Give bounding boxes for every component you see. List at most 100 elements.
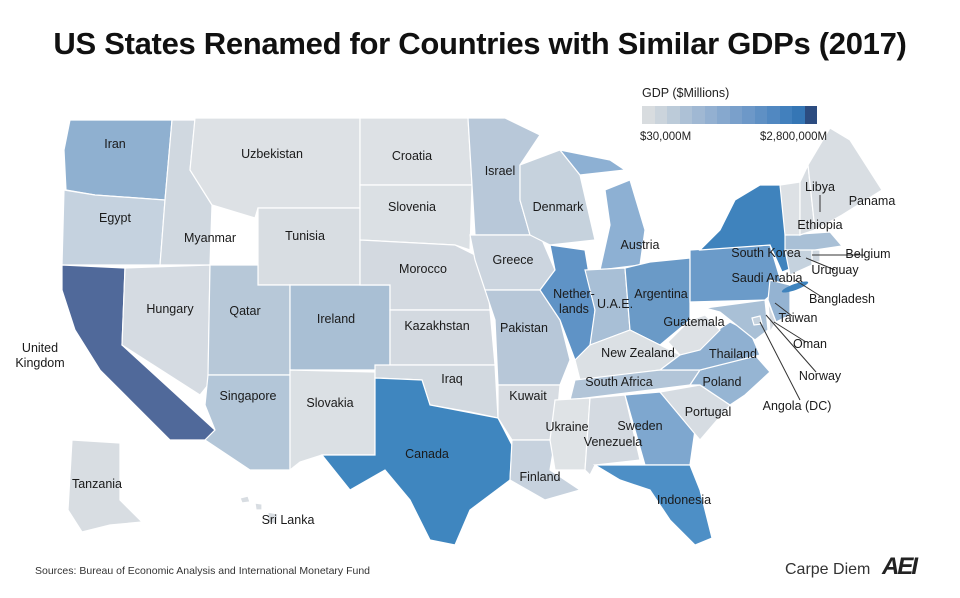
region-label: Austria [621, 238, 660, 252]
map-title: US States Renamed for Countries with Sim… [53, 26, 907, 61]
region-label: Singapore [220, 389, 277, 403]
region-label: Ethiopia [797, 218, 842, 232]
source-note: Sources: Bureau of Economic Analysis and… [35, 565, 371, 577]
region-sri-lanka [267, 511, 279, 525]
region-label: Slovakia [306, 396, 353, 410]
legend-swatch [679, 106, 692, 124]
region-label: Indonesia [657, 493, 711, 507]
region-label: Sweden [617, 419, 662, 433]
region-uruguay [811, 249, 821, 263]
legend-swatch [654, 106, 667, 124]
region-label: Ukraine [545, 420, 588, 434]
region-label: Portugal [685, 405, 732, 419]
region-label: Norway [799, 369, 842, 383]
region-norway [704, 299, 769, 341]
region-tanzania [67, 439, 144, 533]
region-slovenia [359, 184, 473, 251]
region-ukraine [549, 397, 591, 471]
region-label: Poland [703, 375, 742, 389]
region-label: United Kingdom [15, 341, 64, 370]
region-label: Thailand [709, 347, 757, 361]
region-label: Qatar [229, 304, 260, 318]
legend-max-label: $2,800,000M [760, 131, 828, 143]
region-label: U.A.E. [597, 297, 633, 311]
legend-color-scale [642, 106, 817, 124]
region-guatemala [667, 314, 721, 356]
region-label: Egypt [99, 211, 131, 225]
legend-swatch [642, 106, 655, 124]
region-indonesia [592, 464, 713, 546]
region-panama [807, 127, 883, 231]
region-label: Kuwait [509, 389, 547, 403]
legend-swatch [704, 106, 717, 124]
legend-swatch [742, 106, 755, 124]
region-hungary [121, 264, 211, 396]
leader-line [794, 279, 823, 298]
region-iran [63, 119, 173, 201]
leader-line [759, 321, 801, 401]
region-label: Greece [493, 253, 534, 267]
region-label: Iraq [441, 372, 463, 386]
region-label: South Africa [585, 375, 652, 389]
region-label: Belgium [845, 247, 890, 261]
region-label: Ireland [317, 312, 355, 326]
region-austria [599, 179, 646, 271]
region-label: Saudi Arabia [732, 271, 803, 285]
region-label: Croatia [392, 149, 432, 163]
region-label: Taiwan [779, 311, 818, 325]
region-label: Tunisia [285, 229, 325, 243]
region-label: Israel [485, 164, 516, 178]
region-tunisia [257, 207, 361, 286]
legend-min-label: $30,000M [640, 131, 692, 143]
region-label: Panama [849, 194, 896, 208]
brand-name: Carpe Diem [785, 561, 871, 578]
region-label: New Zealand [601, 346, 675, 360]
region-label: Argentina [634, 287, 688, 301]
region-label: Sri Lanka [262, 513, 315, 527]
leader-line [773, 321, 807, 343]
region-belgium [784, 231, 844, 251]
legend-title: GDP ($Millions) [642, 86, 730, 100]
aei-logo: AEI [882, 553, 918, 580]
region-label: Libya [805, 180, 835, 194]
region-label: Iran [104, 137, 126, 151]
region-label: Nether-lands [553, 287, 595, 316]
region-sweden [624, 391, 696, 466]
region-label: Uzbekistan [241, 147, 303, 161]
region-sri-lanka [239, 495, 251, 504]
region-label: Pakistan [500, 321, 548, 335]
region-label: Canada [405, 447, 449, 461]
region-sri-lanka [254, 502, 263, 511]
region-label: Uruguay [811, 263, 859, 277]
region-label: Angola (DC) [763, 399, 832, 413]
leader-line [765, 314, 817, 373]
region-egypt [61, 189, 166, 266]
region-label: Tanzania [72, 477, 122, 491]
region-ireland [289, 284, 391, 371]
region-label: Hungary [146, 302, 194, 316]
legend-swatch [792, 106, 805, 124]
region-canada [320, 377, 513, 546]
region-label: Kazakhstan [404, 319, 469, 333]
region-label: Venezuela [584, 435, 642, 449]
region-label: South Korea [731, 246, 801, 260]
region-label: Slovenia [388, 200, 436, 214]
region-label: Denmark [533, 200, 584, 214]
legend-swatch [667, 106, 680, 124]
legend-swatch [779, 106, 792, 124]
region-label: Myanmar [184, 231, 236, 245]
region-uzbekistan [189, 117, 361, 219]
region-label: Bangladesh [809, 292, 875, 306]
region-label: Oman [793, 337, 827, 351]
region-angola-dc [751, 315, 763, 326]
leader-line [805, 257, 836, 271]
legend-swatch [717, 106, 730, 124]
region-label: Finland [520, 470, 561, 484]
legend-swatch [692, 106, 705, 124]
legend-swatch [754, 106, 767, 124]
region-austria [558, 149, 627, 176]
region-label: Morocco [399, 262, 447, 276]
legend-swatch [729, 106, 742, 124]
region-label: Guatemala [663, 315, 724, 329]
